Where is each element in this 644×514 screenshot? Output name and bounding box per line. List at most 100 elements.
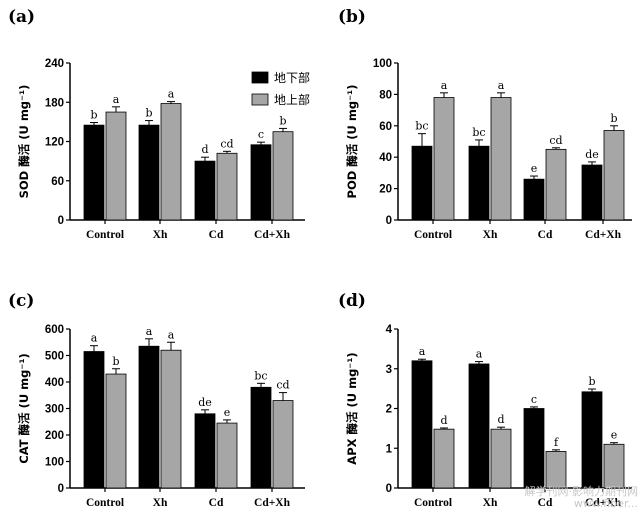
y-tick-label: 60 — [51, 176, 64, 188]
y-tick-label: 100 — [373, 58, 392, 70]
y-tick-label: 0 — [386, 215, 392, 227]
bar-below-ground — [83, 124, 105, 221]
x-tick-label: Cd+Xh — [254, 497, 291, 509]
bar-above-ground — [490, 97, 512, 221]
bar-below-ground — [138, 345, 160, 489]
significance-letter: cd — [276, 379, 289, 392]
y-tick-label: 120 — [45, 137, 64, 149]
x-tick-label: Cd+Xh — [585, 497, 622, 509]
significance-letter: b — [90, 109, 97, 122]
panel-label: (d) — [338, 291, 366, 311]
significance-letter: cd — [220, 137, 233, 150]
bar-above-ground — [603, 130, 625, 221]
bar-above-ground — [160, 349, 182, 489]
y-tick-label: 60 — [379, 121, 392, 133]
x-tick-label: Xh — [153, 229, 168, 241]
x-tick-label: Cd — [538, 229, 553, 241]
bar-below-ground — [468, 145, 490, 221]
bar-above-ground — [433, 97, 455, 221]
y-tick-label: 4 — [386, 324, 393, 336]
panel-label: (a) — [8, 7, 35, 27]
x-tick-label: Control — [414, 497, 452, 509]
bar-below-ground — [194, 413, 216, 489]
y-tick-label: 240 — [45, 58, 64, 70]
significance-letter: b — [610, 112, 617, 125]
significance-letter: cd — [549, 134, 562, 147]
legend-label-below-ground: 地下部 — [274, 70, 310, 85]
significance-letter: c — [531, 393, 537, 406]
bar-below-ground — [468, 363, 490, 489]
bar-above-ground — [490, 428, 512, 489]
bar-below-ground — [523, 178, 545, 221]
significance-letter: e — [531, 162, 538, 175]
y-axis-label: APX 酶活 (U mg⁻¹) — [345, 352, 359, 464]
x-tick-label: Control — [414, 229, 452, 241]
chart-panel: (a) SOD 酶活 (U mg⁻¹) 0 60 120 180 240 Control b a X… — [8, 7, 310, 241]
y-tick-label: 300 — [45, 404, 64, 416]
legend-label-above-ground: 地上部 — [274, 92, 310, 107]
panel-label: (c) — [8, 291, 34, 311]
bar-above-ground — [545, 148, 567, 221]
chart-panel: (b) POD 酶活 (U mg⁻¹) 0 20 40 60 80 100 Control bc a… — [338, 7, 632, 241]
bar-above-ground — [105, 373, 127, 489]
significance-letter: a — [168, 328, 175, 341]
significance-letter: bc — [415, 120, 428, 133]
significance-letter: d — [497, 413, 504, 426]
x-tick-label: Xh — [483, 497, 498, 509]
bar-above-ground — [272, 131, 294, 221]
significance-letter: a — [419, 345, 426, 358]
y-tick-label: 180 — [45, 97, 64, 109]
significance-letter: a — [476, 348, 483, 361]
legend-swatch-above-ground — [251, 93, 269, 106]
bar-below-ground — [523, 408, 545, 489]
x-tick-label: Xh — [153, 497, 168, 509]
bar-below-ground — [83, 351, 105, 489]
significance-letter: a — [498, 79, 505, 92]
bar-above-ground — [433, 428, 455, 489]
y-tick-label: 20 — [379, 184, 392, 196]
x-tick-label: Cd+Xh — [585, 229, 622, 241]
watermark: 解学刊网·影响力期刊网 www.fiber... — [525, 486, 639, 510]
significance-letter: d — [201, 143, 208, 156]
bar-above-ground — [603, 443, 625, 489]
bar-above-ground — [105, 111, 127, 221]
bar-below-ground — [411, 360, 433, 489]
bar-below-ground — [194, 160, 216, 221]
bar-above-ground — [545, 451, 567, 489]
significance-letter: d — [440, 414, 447, 427]
chart-panel: (d) APX 酶活 (U mg⁻¹) 0 1 2 3 4 Control a d Xh a d Cd c f… — [338, 291, 632, 509]
bar-above-ground — [160, 103, 182, 221]
x-tick-label: Control — [86, 229, 124, 241]
y-tick-label: 0 — [58, 483, 64, 495]
panel-label: (b) — [338, 7, 366, 27]
significance-letter: a — [168, 88, 175, 101]
x-tick-label: Control — [86, 497, 124, 509]
significance-letter: b — [588, 375, 595, 388]
y-axis-label: CAT 酶活 (U mg⁻¹) — [17, 353, 31, 463]
x-tick-label: Cd — [538, 497, 553, 509]
x-tick-label: Xh — [483, 229, 498, 241]
significance-letter: a — [113, 93, 120, 106]
y-tick-label: 2 — [386, 404, 392, 416]
significance-letter: f — [554, 436, 559, 449]
bar-above-ground — [272, 400, 294, 489]
y-tick-label: 80 — [379, 89, 392, 101]
significance-letter: e — [611, 429, 618, 442]
bar-below-ground — [411, 145, 433, 221]
significance-letter: de — [198, 396, 212, 409]
y-axis-label: SOD 酶活 (U mg⁻¹) — [17, 85, 31, 199]
chart-panel: (c) CAT 酶活 (U mg⁻¹) 0 100 200 300 400 500 600 Con… — [8, 291, 305, 509]
y-tick-label: 3 — [386, 364, 392, 376]
bar-below-ground — [581, 164, 603, 221]
y-tick-label: 40 — [379, 152, 392, 164]
y-axis-label: POD 酶活 (U mg⁻¹) — [345, 85, 359, 199]
significance-letter: c — [258, 128, 264, 141]
y-tick-label: 600 — [45, 324, 64, 336]
watermark-line-2: www.fiber... — [573, 497, 638, 510]
y-tick-label: 100 — [45, 457, 64, 469]
bar-below-ground — [581, 391, 603, 489]
y-tick-label: 0 — [386, 483, 392, 495]
y-tick-label: 0 — [58, 215, 64, 227]
significance-letter: e — [224, 406, 231, 419]
